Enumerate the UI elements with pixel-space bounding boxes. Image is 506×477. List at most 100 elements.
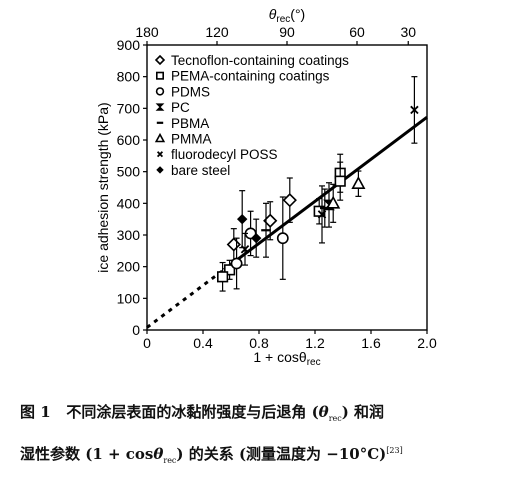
caption-ref: [23] bbox=[386, 446, 403, 455]
top-label-sub: rec bbox=[276, 14, 290, 25]
y-tick-label: 200 bbox=[117, 259, 141, 275]
legend-label: bare steel bbox=[171, 163, 230, 178]
caption-line-2: 湿性参数 (1 + cosθrec) 的关系 (测量温度为 −10°C)[23] bbox=[20, 435, 500, 477]
figure-caption: 图 1 不同涂层表面的冰黏附强度与后退角 (θrec) 和润 湿性参数 (1 +… bbox=[20, 396, 500, 477]
legend-label: PEMA-containing coatings bbox=[171, 69, 330, 84]
data-point bbox=[334, 161, 346, 201]
marker-plus bbox=[236, 213, 248, 225]
legend-label: PBMA bbox=[171, 116, 209, 131]
axis-labels: ice adhesion strength (kPa)1 + cosθrecθr… bbox=[95, 6, 321, 368]
legend-label: PC bbox=[171, 100, 190, 115]
chart: 0 0.4 0.8 1.2 1.6 2.0 0 100 200 300 400 500 600 700 80… bbox=[95, 6, 437, 368]
legend-label: PDMS bbox=[171, 84, 210, 99]
marker-plus bbox=[250, 232, 262, 244]
y-tick-label: 900 bbox=[117, 37, 141, 53]
data-point bbox=[217, 261, 229, 292]
data-points bbox=[217, 76, 419, 292]
legend-marker bbox=[156, 151, 164, 158]
x-axis-label-sub: rec bbox=[307, 357, 321, 368]
y-tick-label: 800 bbox=[117, 69, 141, 85]
x-axis-label-main: 1 + cosθ bbox=[253, 349, 307, 365]
caption-text-1b: ) 和润 bbox=[341, 403, 385, 421]
caption-text-2a: 湿性参数 (1 + cos bbox=[20, 445, 154, 463]
data-point bbox=[261, 202, 271, 258]
legend-item: PMMA bbox=[154, 132, 212, 147]
legend-item: Tecnoflon-containing coatings bbox=[154, 53, 349, 68]
fit-line-solid bbox=[223, 116, 428, 271]
x-tick-label: 0.4 bbox=[193, 335, 213, 351]
axes: 0 0.4 0.8 1.2 1.6 2.0 0 100 200 300 400 500 600 700 80… bbox=[117, 24, 437, 351]
x-tick-label: 2.0 bbox=[417, 335, 437, 351]
marker-triangle bbox=[351, 176, 366, 189]
data-point bbox=[244, 210, 257, 257]
caption-line-1: 图 1 不同涂层表面的冰黏附强度与后退角 (θrec) 和润 bbox=[20, 396, 500, 435]
data-point bbox=[230, 237, 243, 290]
fit-line-dashed bbox=[146, 268, 225, 329]
legend-label: PMMA bbox=[171, 132, 212, 147]
legend-item: bare steel bbox=[156, 163, 230, 178]
legend-item: PC bbox=[155, 100, 190, 115]
top-tick-label: 90 bbox=[279, 24, 295, 40]
data-point bbox=[236, 190, 248, 249]
legend-item: fluorodecyl POSS bbox=[156, 147, 278, 162]
x-tick-label: 1.2 bbox=[305, 335, 325, 351]
data-point bbox=[282, 177, 297, 223]
legend-marker bbox=[155, 103, 165, 111]
top-label-theta: θ bbox=[269, 6, 277, 22]
y-axis-label: ice adhesion strength (kPa) bbox=[95, 102, 111, 272]
legend: Tecnoflon-containing coatingsPEMA-contai… bbox=[154, 53, 349, 178]
data-point bbox=[226, 228, 241, 261]
marker-diamond bbox=[226, 237, 241, 252]
y-tick-label: 100 bbox=[117, 290, 141, 306]
data-point bbox=[410, 76, 419, 144]
caption-sub-1: rec bbox=[328, 414, 342, 423]
data-point bbox=[276, 196, 289, 280]
legend-marker bbox=[154, 54, 166, 66]
legend-item: PEMA-containing coatings bbox=[156, 69, 330, 84]
y-tick-label: 700 bbox=[117, 100, 141, 116]
caption-fig-label: 图 1 bbox=[20, 403, 51, 421]
marker-diamond bbox=[282, 193, 297, 208]
marker-circle bbox=[230, 257, 243, 270]
legend-item: PDMS bbox=[155, 84, 210, 99]
data-point bbox=[263, 201, 278, 241]
y-tick-label: 500 bbox=[117, 164, 141, 180]
marker-triangle bbox=[326, 195, 341, 209]
top-tick-label: 120 bbox=[205, 24, 229, 40]
marker-cross bbox=[410, 105, 419, 115]
marker-cross bbox=[317, 210, 327, 219]
legend-marker bbox=[155, 87, 165, 96]
legend-marker bbox=[154, 132, 166, 143]
marker-circle bbox=[276, 232, 289, 245]
legend-label: fluorodecyl POSS bbox=[171, 147, 278, 162]
data-point bbox=[326, 183, 341, 223]
x-axis-label-bottom: 1 + cosθrec bbox=[253, 349, 320, 368]
legend-marker bbox=[156, 166, 164, 174]
y-tick-label: 600 bbox=[117, 132, 141, 148]
top-tick-label: 180 bbox=[135, 24, 159, 40]
marker-square bbox=[217, 271, 229, 283]
top-tick-label: 60 bbox=[349, 24, 365, 40]
top-tick-label: 30 bbox=[400, 24, 416, 40]
x-tick-label: 1.6 bbox=[361, 335, 381, 351]
y-tick-label: 0 bbox=[132, 322, 140, 338]
caption-theta-1: θ bbox=[318, 403, 329, 421]
data-point bbox=[351, 170, 366, 197]
x-tick-label: 0 bbox=[143, 335, 151, 351]
fit-line bbox=[146, 116, 428, 329]
legend-label: Tecnoflon-containing coatings bbox=[171, 53, 349, 68]
marker-square bbox=[224, 264, 236, 276]
x-tick-label: 0.8 bbox=[249, 335, 269, 351]
data-point bbox=[250, 218, 262, 258]
x-axis-label-top: θrec(°) bbox=[269, 6, 305, 25]
caption-text-1a: 不同涂层表面的冰黏附强度与后退角 ( bbox=[66, 403, 319, 421]
marker-square bbox=[334, 175, 346, 187]
top-label-unit: (°) bbox=[290, 6, 305, 22]
caption-text-2b: ) 的关系 (测量温度为 −10°C) bbox=[176, 445, 387, 463]
y-tick-label: 300 bbox=[117, 227, 141, 243]
y-tick-label: 400 bbox=[117, 195, 141, 211]
caption-theta-2: θ bbox=[153, 445, 164, 463]
legend-item: PBMA bbox=[156, 116, 209, 131]
caption-sub-2: rec bbox=[163, 456, 177, 465]
data-point bbox=[317, 185, 327, 244]
